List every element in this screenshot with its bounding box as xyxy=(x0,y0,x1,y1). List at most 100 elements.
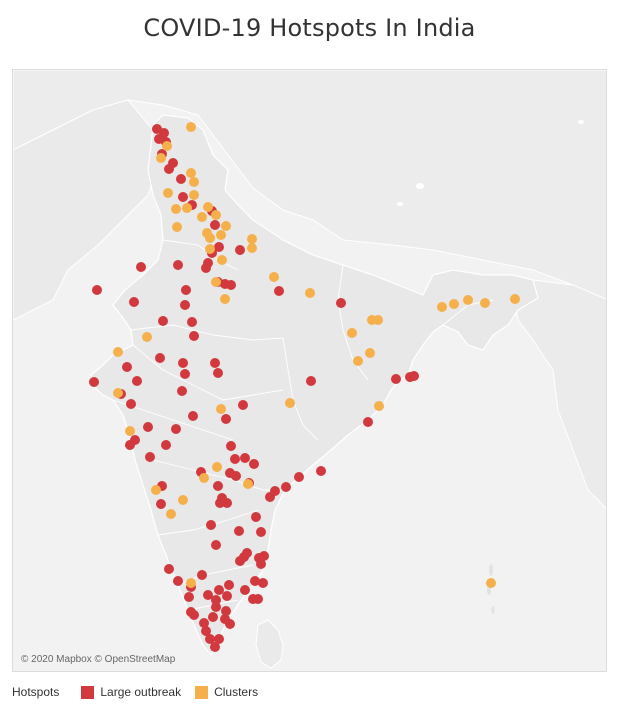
clusters-point[interactable] xyxy=(182,203,192,213)
large-outbreak-point[interactable] xyxy=(178,358,188,368)
map-attribution[interactable]: © 2020 Mapbox © OpenStreetMap xyxy=(21,654,176,665)
clusters-point[interactable] xyxy=(113,388,123,398)
clusters-point[interactable] xyxy=(247,234,257,244)
clusters-point[interactable] xyxy=(221,221,231,231)
large-outbreak-point[interactable] xyxy=(270,486,280,496)
clusters-point[interactable] xyxy=(205,244,215,254)
large-outbreak-point[interactable] xyxy=(224,580,234,590)
clusters-point[interactable] xyxy=(211,277,221,287)
clusters-point[interactable] xyxy=(186,578,196,588)
large-outbreak-point[interactable] xyxy=(184,592,194,602)
large-outbreak-point[interactable] xyxy=(221,414,231,424)
map-canvas[interactable] xyxy=(13,70,607,672)
large-outbreak-point[interactable] xyxy=(249,459,259,469)
large-outbreak-point[interactable] xyxy=(250,576,260,586)
large-outbreak-point[interactable] xyxy=(253,594,263,604)
large-outbreak-point[interactable] xyxy=(240,585,250,595)
large-outbreak-point[interactable] xyxy=(215,498,225,508)
clusters-point[interactable] xyxy=(156,153,166,163)
clusters-point[interactable] xyxy=(189,190,199,200)
large-outbreak-point[interactable] xyxy=(225,619,235,629)
large-outbreak-point[interactable] xyxy=(203,590,213,600)
large-outbreak-point[interactable] xyxy=(211,602,221,612)
clusters-point[interactable] xyxy=(171,204,181,214)
clusters-point[interactable] xyxy=(247,243,257,253)
clusters-point[interactable] xyxy=(166,509,176,519)
large-outbreak-point[interactable] xyxy=(281,482,291,492)
clusters-point[interactable] xyxy=(243,479,253,489)
clusters-point[interactable] xyxy=(269,272,279,282)
clusters-point[interactable] xyxy=(172,222,182,232)
large-outbreak-point[interactable] xyxy=(316,466,326,476)
large-outbreak-point[interactable] xyxy=(180,300,190,310)
large-outbreak-point[interactable] xyxy=(129,297,139,307)
clusters-point[interactable] xyxy=(211,210,221,220)
large-outbreak-point[interactable] xyxy=(171,424,181,434)
clusters-point[interactable] xyxy=(305,288,315,298)
clusters-point[interactable] xyxy=(486,578,496,588)
large-outbreak-point[interactable] xyxy=(187,317,197,327)
clusters-point[interactable] xyxy=(151,485,161,495)
clusters-point[interactable] xyxy=(480,298,490,308)
large-outbreak-point[interactable] xyxy=(181,285,191,295)
large-outbreak-point[interactable] xyxy=(210,220,220,230)
large-outbreak-point[interactable] xyxy=(238,400,248,410)
large-outbreak-point[interactable] xyxy=(294,472,304,482)
clusters-point[interactable] xyxy=(199,473,209,483)
large-outbreak-point[interactable] xyxy=(235,245,245,255)
large-outbreak-point[interactable] xyxy=(136,262,146,272)
clusters-point[interactable] xyxy=(162,141,172,151)
large-outbreak-point[interactable] xyxy=(230,454,240,464)
large-outbreak-point[interactable] xyxy=(201,626,211,636)
large-outbreak-point[interactable] xyxy=(226,441,236,451)
large-outbreak-point[interactable] xyxy=(210,358,220,368)
clusters-point[interactable] xyxy=(197,212,207,222)
clusters-point[interactable] xyxy=(212,462,222,472)
large-outbreak-point[interactable] xyxy=(274,286,284,296)
clusters-point[interactable] xyxy=(220,294,230,304)
clusters-point[interactable] xyxy=(374,401,384,411)
large-outbreak-point[interactable] xyxy=(201,263,211,273)
clusters-point[interactable] xyxy=(365,348,375,358)
large-outbreak-point[interactable] xyxy=(161,440,171,450)
large-outbreak-point[interactable] xyxy=(156,499,166,509)
clusters-point[interactable] xyxy=(113,347,123,357)
large-outbreak-point[interactable] xyxy=(235,556,245,566)
clusters-point[interactable] xyxy=(217,255,227,265)
large-outbreak-point[interactable] xyxy=(256,559,266,569)
large-outbreak-point[interactable] xyxy=(173,260,183,270)
large-outbreak-point[interactable] xyxy=(89,377,99,387)
large-outbreak-point[interactable] xyxy=(177,386,187,396)
legend-item-large-outbreak[interactable]: Large outbreak xyxy=(81,685,181,699)
large-outbreak-point[interactable] xyxy=(221,606,231,616)
clusters-point[interactable] xyxy=(189,177,199,187)
clusters-point[interactable] xyxy=(186,168,196,178)
large-outbreak-point[interactable] xyxy=(188,411,198,421)
large-outbreak-point[interactable] xyxy=(122,362,132,372)
large-outbreak-point[interactable] xyxy=(363,417,373,427)
large-outbreak-point[interactable] xyxy=(211,540,221,550)
large-outbreak-point[interactable] xyxy=(214,242,224,252)
clusters-point[interactable] xyxy=(203,202,213,212)
large-outbreak-point[interactable] xyxy=(231,471,241,481)
large-outbreak-point[interactable] xyxy=(164,564,174,574)
large-outbreak-point[interactable] xyxy=(213,368,223,378)
large-outbreak-point[interactable] xyxy=(210,642,220,652)
large-outbreak-point[interactable] xyxy=(336,298,346,308)
clusters-point[interactable] xyxy=(510,294,520,304)
map-view[interactable]: © 2020 Mapbox © OpenStreetMap xyxy=(12,69,607,672)
clusters-point[interactable] xyxy=(285,398,295,408)
clusters-point[interactable] xyxy=(163,188,173,198)
clusters-point[interactable] xyxy=(353,356,363,366)
large-outbreak-point[interactable] xyxy=(186,607,196,617)
large-outbreak-point[interactable] xyxy=(208,612,218,622)
large-outbreak-point[interactable] xyxy=(173,576,183,586)
legend-item-clusters[interactable]: Clusters xyxy=(195,685,258,699)
large-outbreak-point[interactable] xyxy=(259,551,269,561)
large-outbreak-point[interactable] xyxy=(258,578,268,588)
large-outbreak-point[interactable] xyxy=(130,435,140,445)
clusters-point[interactable] xyxy=(463,295,473,305)
clusters-point[interactable] xyxy=(125,426,135,436)
large-outbreak-point[interactable] xyxy=(168,158,178,168)
clusters-point[interactable] xyxy=(186,122,196,132)
